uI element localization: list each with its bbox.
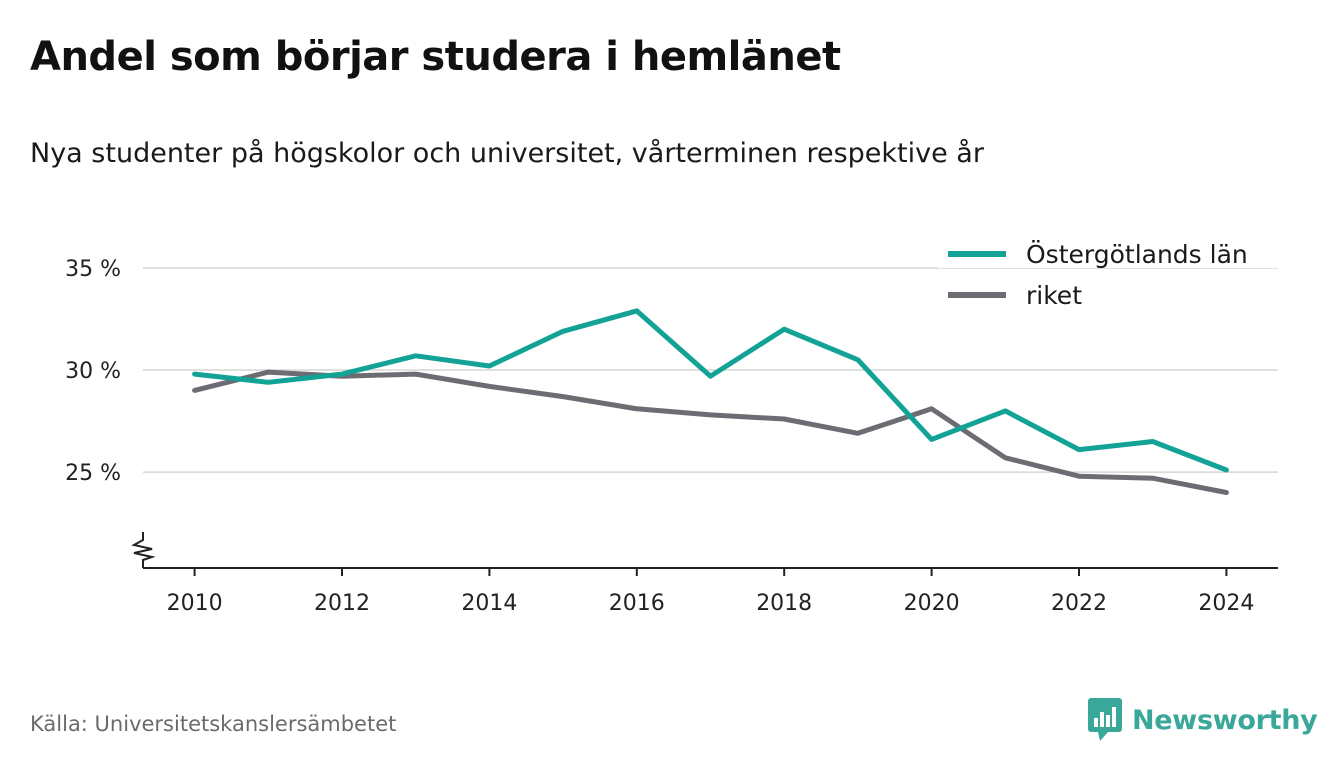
y-tick-label-35: 35 % <box>65 257 121 282</box>
x-tick-label-2012: 2012 <box>314 591 370 616</box>
axes <box>131 532 1278 576</box>
legend-background <box>938 232 1278 268</box>
source-note: Källa: Universitetskanslersämbetet <box>30 712 397 736</box>
series-line-ostergotland <box>192 308 1229 473</box>
chart-subtitle: Nya studenter på högskolor och universit… <box>30 138 984 169</box>
chart-title: Andel som börjar studera i hemlänet <box>30 34 841 80</box>
brand-logo: Newsworthy <box>1088 698 1318 742</box>
newsworthy-logo-icon <box>1088 698 1122 741</box>
x-tick-label-2024: 2024 <box>1198 591 1254 616</box>
x-tick-label-2022: 2022 <box>1051 591 1107 616</box>
x-tick-label-2010: 2010 <box>167 591 223 616</box>
legend-label-0: Östergötlands län <box>1026 240 1248 269</box>
x-tick-label-2020: 2020 <box>904 591 960 616</box>
x-tick-labels: 2010 2012 2014 2016 2018 2020 2022 2024 <box>167 591 1255 616</box>
grid-lines <box>143 267 1278 473</box>
x-tick-label-2014: 2014 <box>461 591 517 616</box>
series-line-riket <box>192 369 1229 495</box>
legend-label-1: riket <box>1026 281 1082 310</box>
y-tick-label-30: 30 % <box>65 359 121 384</box>
x-tick-label-2016: 2016 <box>609 591 665 616</box>
series-lines <box>192 308 1229 495</box>
y-axis-break <box>131 532 156 568</box>
x-tick-label-2018: 2018 <box>756 591 812 616</box>
legend: Östergötlands län riket <box>938 232 1278 310</box>
brand-name: Newsworthy <box>1132 704 1318 736</box>
y-tick-label-25: 25 % <box>65 461 121 486</box>
y-tick-labels: 25 % 30 % 35 % <box>65 257 121 486</box>
